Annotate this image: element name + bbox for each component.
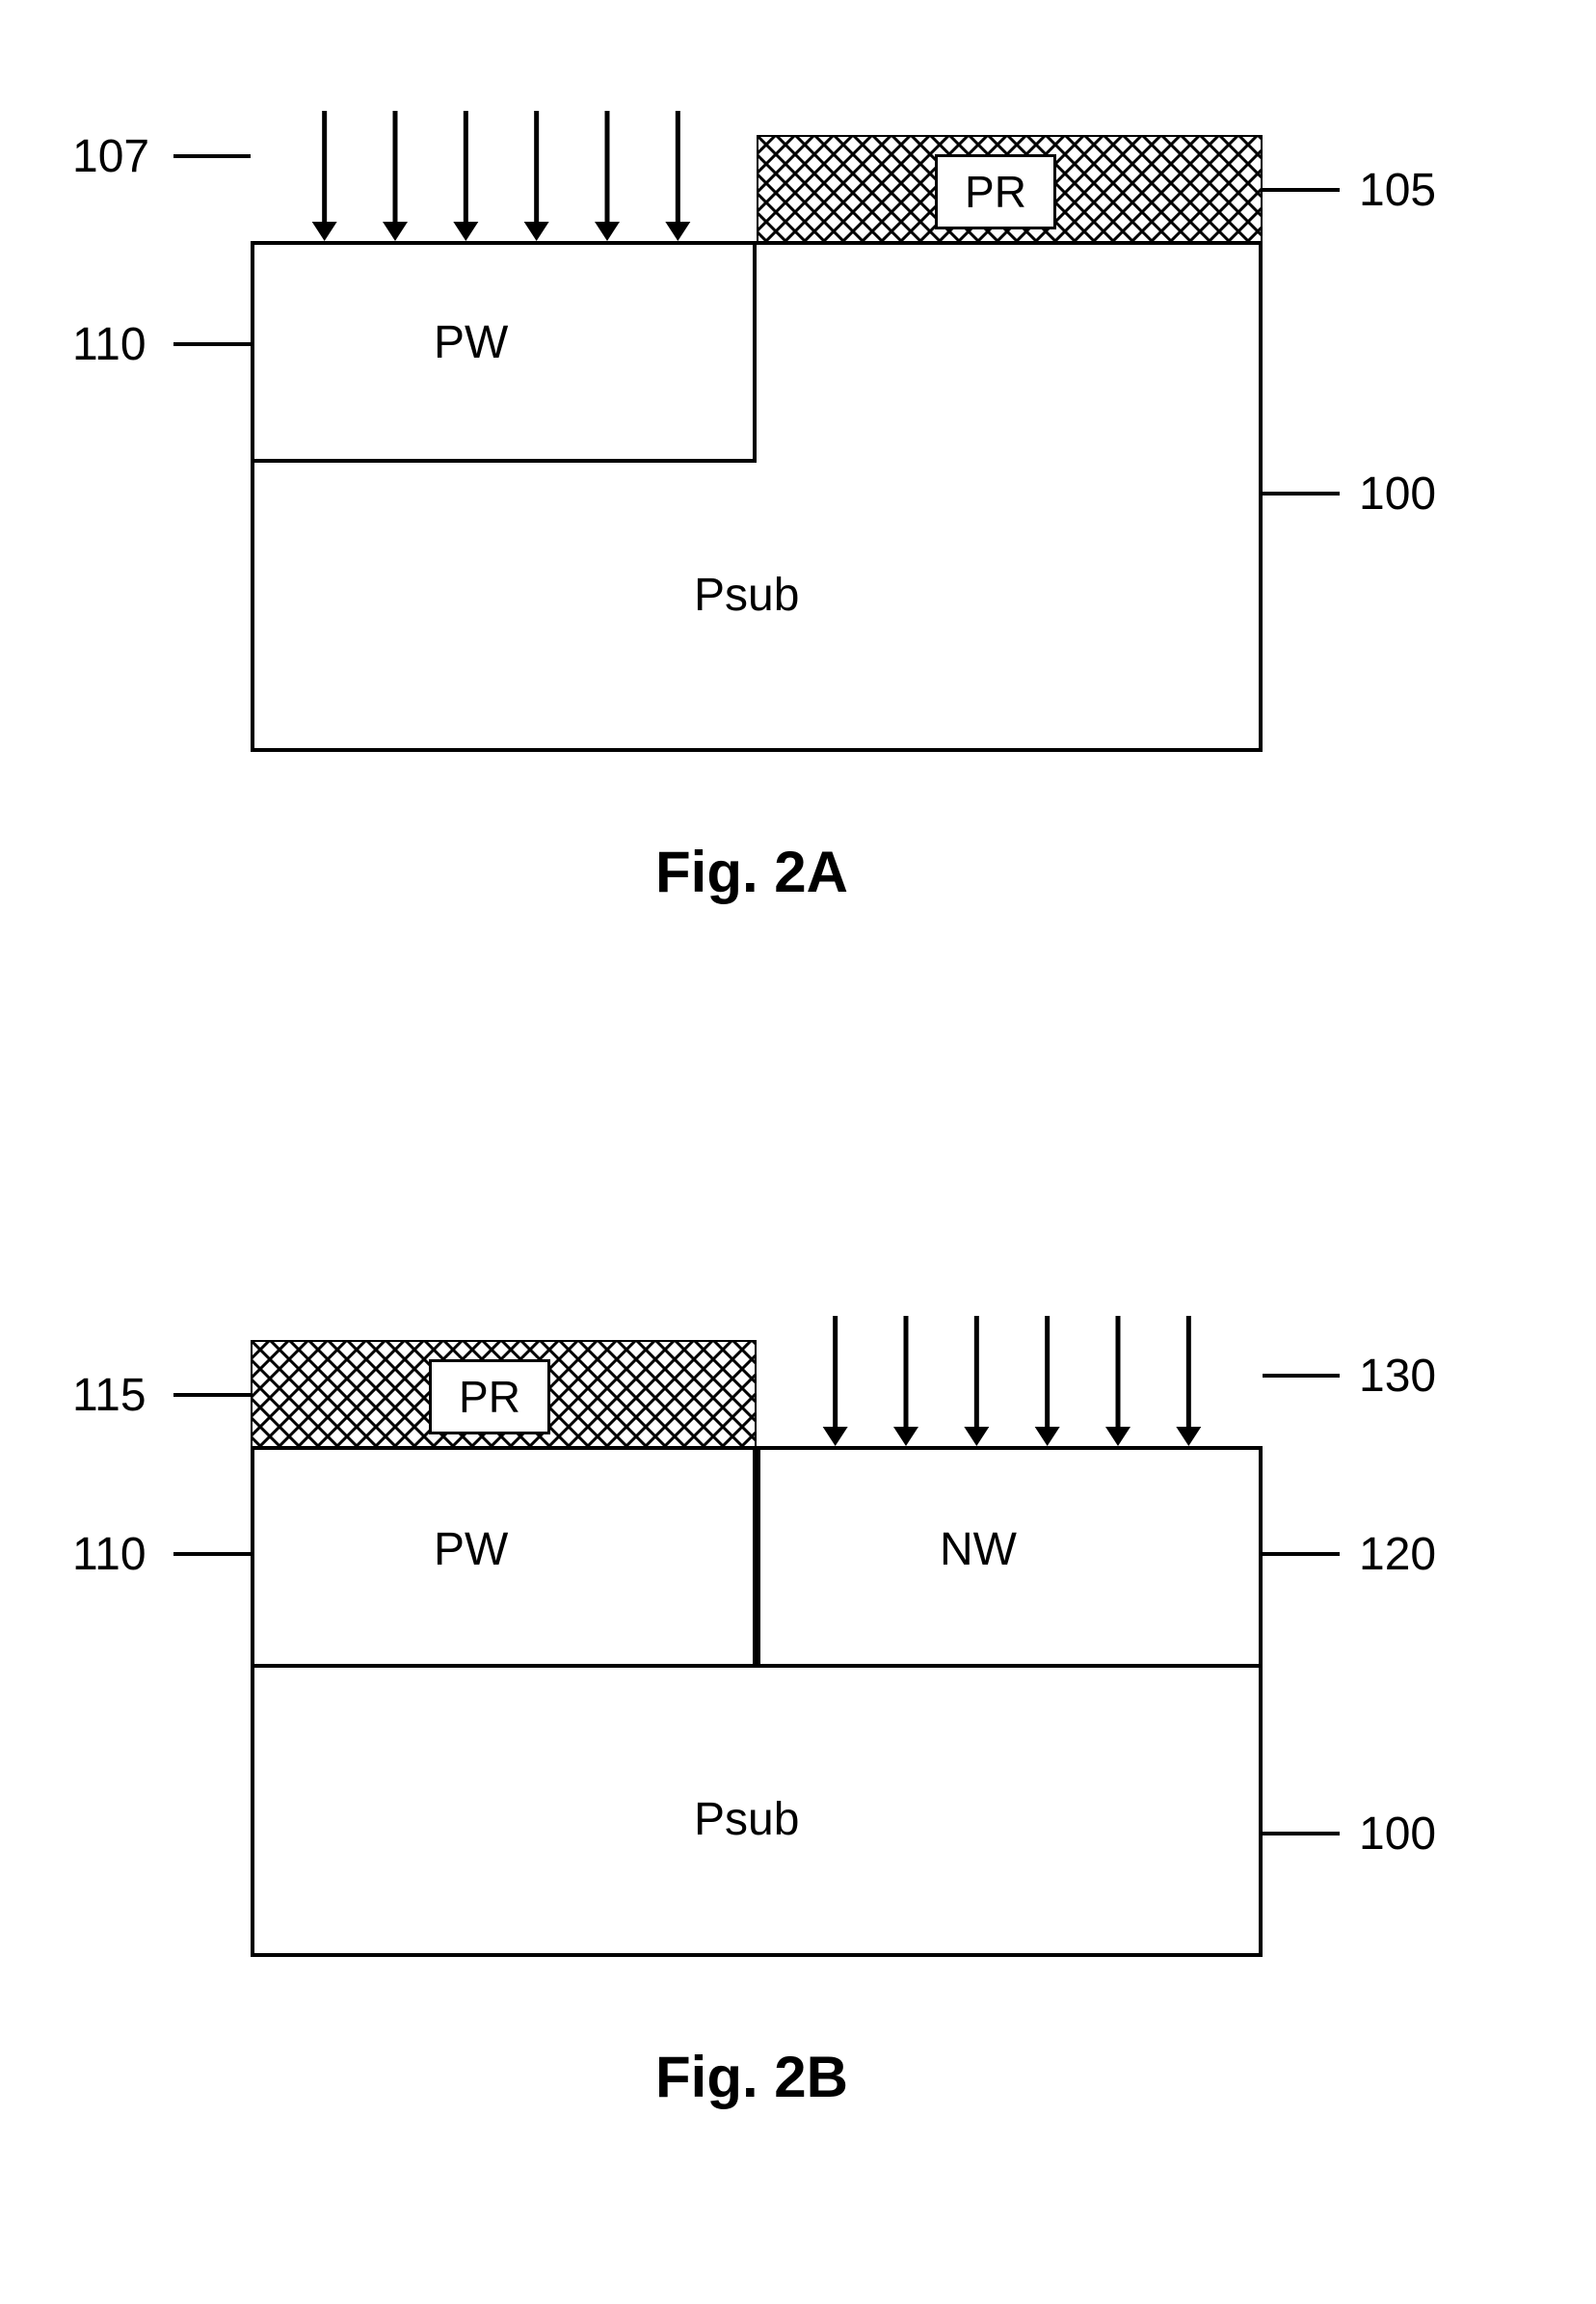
figB-lead-110: [173, 1552, 251, 1556]
figA-implant-arrows: [289, 111, 713, 241]
figA-lead-107: [173, 154, 251, 158]
figA-pw-label: PW: [434, 316, 508, 369]
figB-pr-badge: PR: [429, 1359, 550, 1434]
figB-pw-label: PW: [434, 1523, 508, 1576]
figB-label-130: 130: [1359, 1350, 1436, 1403]
figB-label-100: 100: [1359, 1808, 1436, 1861]
figA-lead-100: [1263, 492, 1340, 496]
figA-label-107: 107: [72, 130, 149, 183]
figA-lead-110: [173, 342, 251, 346]
figB-lead-130: [1263, 1374, 1340, 1378]
figA-pr-badge: PR: [935, 154, 1056, 229]
figA-lead-105: [1263, 188, 1340, 192]
figA-label-105: 105: [1359, 164, 1436, 217]
figA-caption: Fig. 2A: [655, 839, 848, 905]
figB-label-120: 120: [1359, 1528, 1436, 1581]
figB-nw-label: NW: [940, 1523, 1017, 1576]
figB-implant-arrows: [800, 1316, 1224, 1446]
figB-label-110: 110: [72, 1528, 146, 1581]
figA-label-110: 110: [72, 318, 146, 371]
figB-lead-100: [1263, 1832, 1340, 1835]
figB-caption: Fig. 2B: [655, 2044, 848, 2110]
figB-psub-label: Psub: [694, 1793, 799, 1846]
figB-lead-120: [1263, 1552, 1340, 1556]
page: PW Psub PR 107 110 105 100 Fig. 2A PW NW…: [0, 0, 1596, 2304]
figA-pr-label: PR: [965, 166, 1026, 218]
figA-psub-label: Psub: [694, 569, 799, 622]
figB-lead-115: [173, 1393, 251, 1397]
figB-pr-label: PR: [459, 1371, 520, 1423]
figA-label-100: 100: [1359, 468, 1436, 521]
figB-label-115: 115: [72, 1369, 146, 1422]
